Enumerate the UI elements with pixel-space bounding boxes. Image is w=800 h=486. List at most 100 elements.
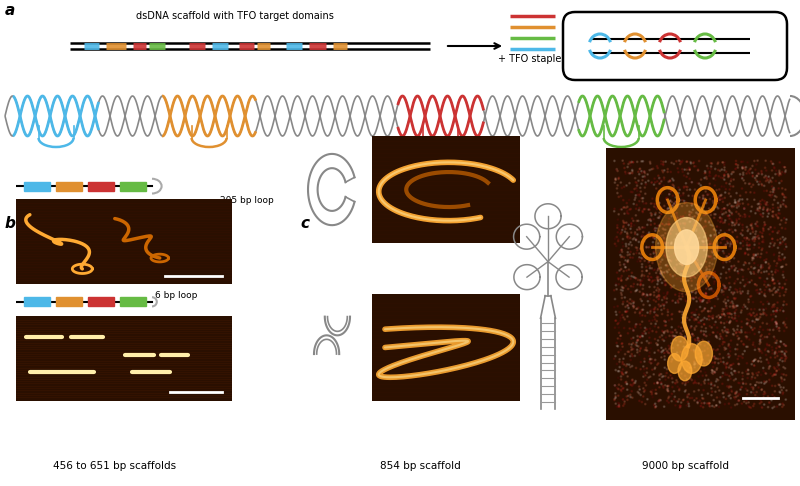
Point — [686, 295, 698, 302]
Point — [662, 308, 674, 316]
Text: dsDNA scaffold with TFO target domains: dsDNA scaffold with TFO target domains — [136, 11, 334, 21]
Point — [758, 205, 770, 213]
Point — [696, 316, 709, 324]
Point — [743, 278, 756, 286]
Point — [638, 365, 650, 373]
Point — [665, 329, 678, 337]
Point — [730, 246, 742, 254]
Point — [691, 271, 704, 279]
Point — [768, 284, 781, 292]
Point — [614, 251, 626, 259]
Point — [669, 291, 682, 298]
Point — [623, 325, 636, 332]
Point — [666, 397, 678, 405]
Point — [617, 243, 630, 250]
Point — [666, 310, 678, 318]
Point — [733, 397, 746, 404]
Point — [767, 326, 780, 334]
Point — [681, 239, 694, 246]
Point — [760, 199, 773, 207]
Point — [730, 157, 742, 165]
Point — [657, 185, 670, 192]
Point — [729, 165, 742, 173]
Point — [691, 399, 704, 407]
Point — [618, 361, 630, 368]
Point — [689, 326, 702, 333]
Point — [731, 346, 744, 353]
Point — [774, 239, 786, 247]
Point — [609, 382, 622, 389]
Point — [651, 312, 664, 319]
Point — [666, 202, 678, 209]
Point — [720, 274, 733, 282]
Point — [710, 333, 722, 341]
Point — [692, 166, 705, 174]
Point — [637, 393, 650, 400]
Point — [771, 170, 784, 178]
Point — [635, 243, 648, 251]
Point — [708, 214, 721, 222]
Point — [737, 266, 750, 274]
Point — [640, 243, 653, 251]
Point — [719, 371, 732, 379]
Point — [637, 373, 650, 381]
Point — [654, 222, 666, 230]
Point — [630, 211, 642, 219]
Point — [655, 210, 668, 218]
Point — [748, 362, 761, 370]
Point — [698, 253, 710, 261]
Point — [653, 214, 666, 222]
Point — [675, 331, 688, 339]
Point — [709, 176, 722, 184]
Point — [714, 335, 726, 343]
Point — [674, 196, 686, 204]
Point — [771, 229, 784, 237]
Point — [750, 160, 763, 168]
Point — [736, 173, 749, 181]
Point — [637, 228, 650, 236]
Point — [766, 343, 778, 351]
Point — [699, 290, 712, 297]
Point — [656, 347, 669, 355]
Point — [708, 231, 721, 239]
Point — [736, 185, 749, 192]
Point — [756, 305, 769, 313]
Point — [662, 266, 675, 274]
Point — [687, 159, 700, 167]
Point — [611, 189, 624, 197]
Point — [729, 401, 742, 409]
Point — [749, 346, 762, 354]
Point — [673, 156, 686, 164]
Point — [708, 233, 721, 241]
Point — [662, 349, 675, 357]
Point — [626, 387, 638, 395]
Point — [617, 355, 630, 363]
Point — [709, 295, 722, 302]
Point — [634, 385, 646, 393]
Point — [622, 285, 634, 293]
Point — [683, 165, 696, 173]
Point — [612, 280, 625, 288]
Point — [704, 307, 717, 315]
Point — [624, 352, 637, 360]
Point — [655, 353, 668, 361]
Point — [721, 284, 734, 292]
Point — [699, 289, 712, 297]
Point — [739, 259, 752, 267]
Point — [751, 253, 764, 260]
Point — [631, 336, 644, 344]
Point — [686, 282, 698, 290]
Point — [760, 351, 773, 359]
Point — [766, 316, 778, 324]
Point — [658, 269, 671, 277]
Point — [691, 313, 704, 321]
Point — [645, 165, 658, 173]
Point — [725, 386, 738, 394]
Point — [712, 278, 725, 285]
Point — [730, 302, 743, 310]
Point — [740, 367, 753, 375]
Point — [724, 318, 737, 326]
Point — [760, 187, 773, 195]
Point — [651, 214, 664, 222]
Point — [700, 372, 713, 380]
